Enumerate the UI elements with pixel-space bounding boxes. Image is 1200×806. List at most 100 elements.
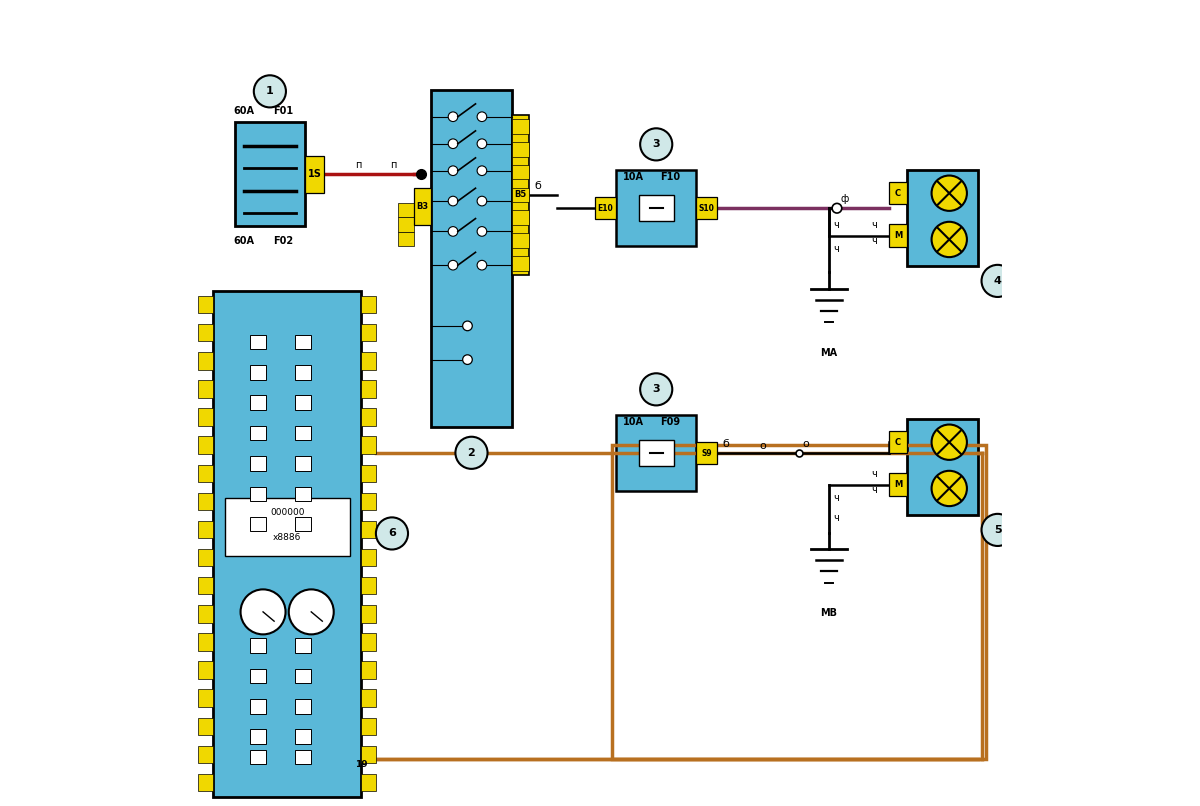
FancyBboxPatch shape <box>198 577 212 595</box>
Circle shape <box>456 437 487 469</box>
FancyBboxPatch shape <box>198 549 212 567</box>
FancyBboxPatch shape <box>907 419 978 516</box>
FancyBboxPatch shape <box>638 195 674 221</box>
FancyBboxPatch shape <box>250 396 266 410</box>
Text: 3: 3 <box>653 139 660 149</box>
FancyBboxPatch shape <box>198 605 212 622</box>
Circle shape <box>448 260 458 270</box>
Circle shape <box>478 112 487 122</box>
Text: 3: 3 <box>653 384 660 394</box>
Text: б: б <box>722 438 728 449</box>
Circle shape <box>640 128 672 160</box>
Circle shape <box>448 112 458 122</box>
Circle shape <box>463 321 473 330</box>
FancyBboxPatch shape <box>361 717 376 735</box>
Text: б: б <box>534 181 541 190</box>
FancyBboxPatch shape <box>616 170 696 247</box>
FancyBboxPatch shape <box>198 634 212 650</box>
Text: ч: ч <box>833 492 839 503</box>
Text: 60A: 60A <box>233 236 254 246</box>
Text: F10: F10 <box>660 172 680 181</box>
Text: ф: ф <box>841 193 850 204</box>
Text: C: C <box>895 189 901 197</box>
FancyBboxPatch shape <box>361 352 376 369</box>
Text: п: п <box>390 160 397 169</box>
FancyBboxPatch shape <box>198 437 212 454</box>
FancyBboxPatch shape <box>361 605 376 622</box>
Circle shape <box>478 226 487 236</box>
FancyBboxPatch shape <box>397 218 414 232</box>
FancyBboxPatch shape <box>294 487 311 501</box>
FancyBboxPatch shape <box>638 440 674 466</box>
FancyBboxPatch shape <box>294 517 311 531</box>
FancyBboxPatch shape <box>250 334 266 349</box>
FancyBboxPatch shape <box>696 442 718 464</box>
FancyBboxPatch shape <box>616 415 696 492</box>
FancyBboxPatch shape <box>361 689 376 707</box>
Text: ч: ч <box>871 468 877 479</box>
FancyBboxPatch shape <box>198 689 212 707</box>
FancyBboxPatch shape <box>907 170 978 267</box>
Circle shape <box>463 355 473 364</box>
FancyBboxPatch shape <box>397 232 414 247</box>
Text: B5: B5 <box>515 190 527 199</box>
Circle shape <box>478 139 487 148</box>
Text: ч: ч <box>833 220 839 231</box>
Circle shape <box>478 196 487 206</box>
FancyBboxPatch shape <box>696 197 718 219</box>
Text: B3: B3 <box>416 202 428 210</box>
FancyBboxPatch shape <box>511 118 529 134</box>
Text: о: о <box>758 441 766 451</box>
FancyBboxPatch shape <box>198 324 212 342</box>
Text: ч: ч <box>871 484 877 495</box>
Circle shape <box>931 176 967 211</box>
FancyBboxPatch shape <box>361 464 376 482</box>
Circle shape <box>448 196 458 206</box>
FancyBboxPatch shape <box>414 188 431 225</box>
FancyBboxPatch shape <box>198 380 212 397</box>
FancyBboxPatch shape <box>511 114 529 276</box>
Text: ч: ч <box>833 513 839 523</box>
Text: 5: 5 <box>994 525 1002 535</box>
FancyBboxPatch shape <box>294 456 311 471</box>
Text: M: M <box>894 480 902 489</box>
FancyBboxPatch shape <box>294 750 311 764</box>
FancyBboxPatch shape <box>250 729 266 744</box>
Text: 4: 4 <box>994 276 1002 286</box>
Text: F01: F01 <box>274 106 294 116</box>
FancyBboxPatch shape <box>250 365 266 380</box>
Circle shape <box>982 514 1014 546</box>
Text: C: C <box>895 438 901 447</box>
Circle shape <box>448 166 458 176</box>
Circle shape <box>832 203 841 213</box>
FancyBboxPatch shape <box>294 365 311 380</box>
Text: F02: F02 <box>274 236 294 246</box>
FancyBboxPatch shape <box>361 634 376 650</box>
FancyBboxPatch shape <box>361 409 376 426</box>
FancyBboxPatch shape <box>361 746 376 763</box>
Text: о: о <box>803 438 810 449</box>
Circle shape <box>240 589 286 634</box>
FancyBboxPatch shape <box>198 662 212 679</box>
FancyBboxPatch shape <box>294 426 311 440</box>
Text: ч: ч <box>871 235 877 246</box>
FancyBboxPatch shape <box>361 577 376 595</box>
FancyBboxPatch shape <box>889 224 907 247</box>
FancyBboxPatch shape <box>198 717 212 735</box>
Text: 19: 19 <box>355 760 367 769</box>
FancyBboxPatch shape <box>305 156 324 193</box>
FancyBboxPatch shape <box>361 662 376 679</box>
FancyBboxPatch shape <box>431 89 511 427</box>
Text: M: M <box>894 231 902 240</box>
Circle shape <box>448 139 458 148</box>
FancyBboxPatch shape <box>511 188 529 202</box>
FancyBboxPatch shape <box>397 203 414 218</box>
Text: F09: F09 <box>660 417 680 426</box>
FancyBboxPatch shape <box>889 182 907 205</box>
FancyBboxPatch shape <box>198 409 212 426</box>
FancyBboxPatch shape <box>361 492 376 510</box>
Text: ч: ч <box>833 244 839 255</box>
FancyBboxPatch shape <box>250 426 266 440</box>
FancyBboxPatch shape <box>361 774 376 791</box>
FancyBboxPatch shape <box>250 517 266 531</box>
